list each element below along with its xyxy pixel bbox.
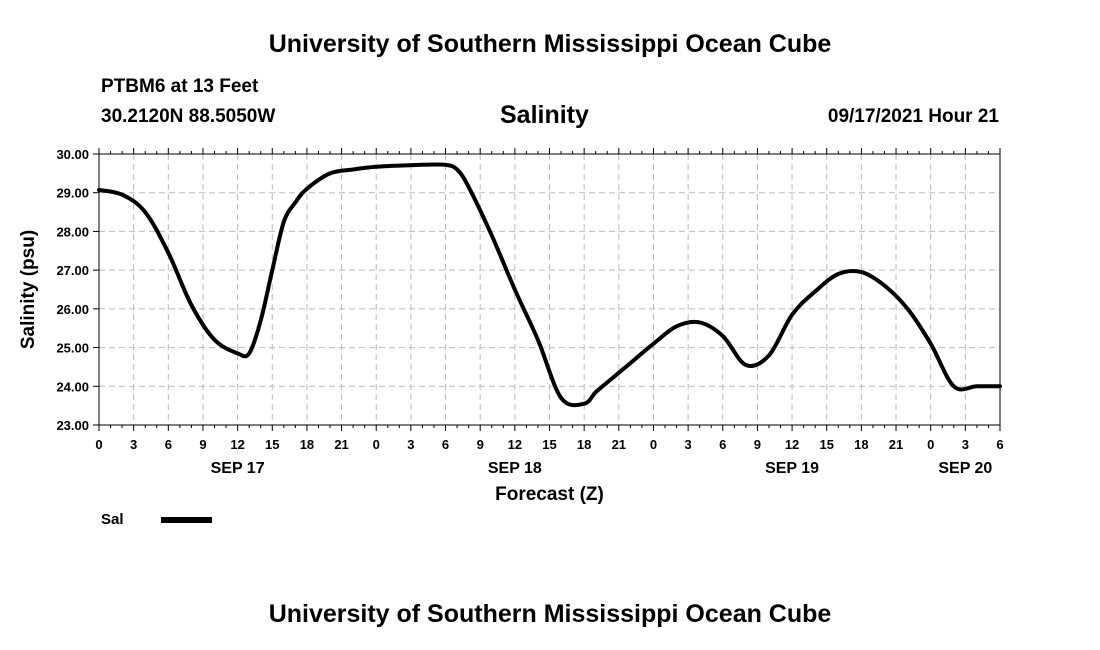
x-tick-label: 3 bbox=[130, 437, 137, 452]
x-tick-label: 6 bbox=[442, 437, 449, 452]
date-label: SEP 19 bbox=[765, 460, 819, 477]
x-tick-label: 9 bbox=[477, 437, 484, 452]
x-tick-label: 21 bbox=[334, 437, 348, 452]
y-tick-label: 24.00 bbox=[56, 379, 89, 394]
x-tick-label: 21 bbox=[889, 437, 903, 452]
x-tick-label: 18 bbox=[854, 437, 868, 452]
x-axis-label: Forecast (Z) bbox=[495, 484, 604, 505]
y-tick-label: 27.00 bbox=[56, 263, 89, 278]
x-tick-label: 9 bbox=[754, 437, 761, 452]
x-tick-label: 12 bbox=[230, 437, 244, 452]
plot-frame bbox=[98, 153, 1001, 426]
y-tick-label: 26.00 bbox=[56, 302, 89, 317]
y-tick-label: 29.00 bbox=[56, 186, 89, 201]
x-tick-label: 6 bbox=[996, 437, 1003, 452]
legend-label: Sal bbox=[101, 511, 124, 528]
x-tick-label: 21 bbox=[612, 437, 626, 452]
x-tick-label: 15 bbox=[819, 437, 833, 452]
x-tick-label: 9 bbox=[199, 437, 206, 452]
y-tick-label: 23.00 bbox=[56, 418, 89, 433]
date-label: SEP 17 bbox=[211, 460, 265, 477]
x-tick-label: 0 bbox=[650, 437, 657, 452]
y-tick-label: 28.00 bbox=[56, 224, 89, 239]
x-tick-label: 15 bbox=[265, 437, 279, 452]
footer-title: University of Southern Mississippi Ocean… bbox=[268, 600, 832, 628]
x-tick-label: 6 bbox=[165, 437, 172, 452]
x-tick-label: 12 bbox=[785, 437, 799, 452]
x-tick-label: 15 bbox=[542, 437, 556, 452]
x-tick-label: 0 bbox=[927, 437, 934, 452]
y-tick-label: 30.00 bbox=[56, 147, 89, 162]
y-tick-label: 25.00 bbox=[56, 341, 89, 356]
series-line-sal bbox=[97, 162, 1002, 408]
page-title: University of Southern Mississippi Ocean… bbox=[268, 30, 832, 58]
x-tick-label: 3 bbox=[684, 437, 691, 452]
x-tick-label: 18 bbox=[577, 437, 591, 452]
x-tick-label: 12 bbox=[508, 437, 522, 452]
y-axis-label: Salinity (psu) bbox=[18, 230, 39, 349]
station-label: PTBM6 at 13 Feet bbox=[101, 76, 259, 97]
x-tick-label: 0 bbox=[373, 437, 380, 452]
x-tick-label: 18 bbox=[300, 437, 314, 452]
date-label: SEP 18 bbox=[488, 460, 542, 477]
legend-line-swatch bbox=[161, 517, 212, 523]
x-tick-label: 0 bbox=[95, 437, 102, 452]
date-label: SEP 20 bbox=[938, 460, 992, 477]
x-tick-label: 3 bbox=[407, 437, 414, 452]
chart-title: Salinity bbox=[500, 101, 589, 129]
x-tick-label: 3 bbox=[962, 437, 969, 452]
coordinates-label: 30.2120N 88.5050W bbox=[101, 106, 276, 127]
x-tick-label: 6 bbox=[719, 437, 726, 452]
forecast-timestamp: 09/17/2021 Hour 21 bbox=[827, 106, 999, 127]
